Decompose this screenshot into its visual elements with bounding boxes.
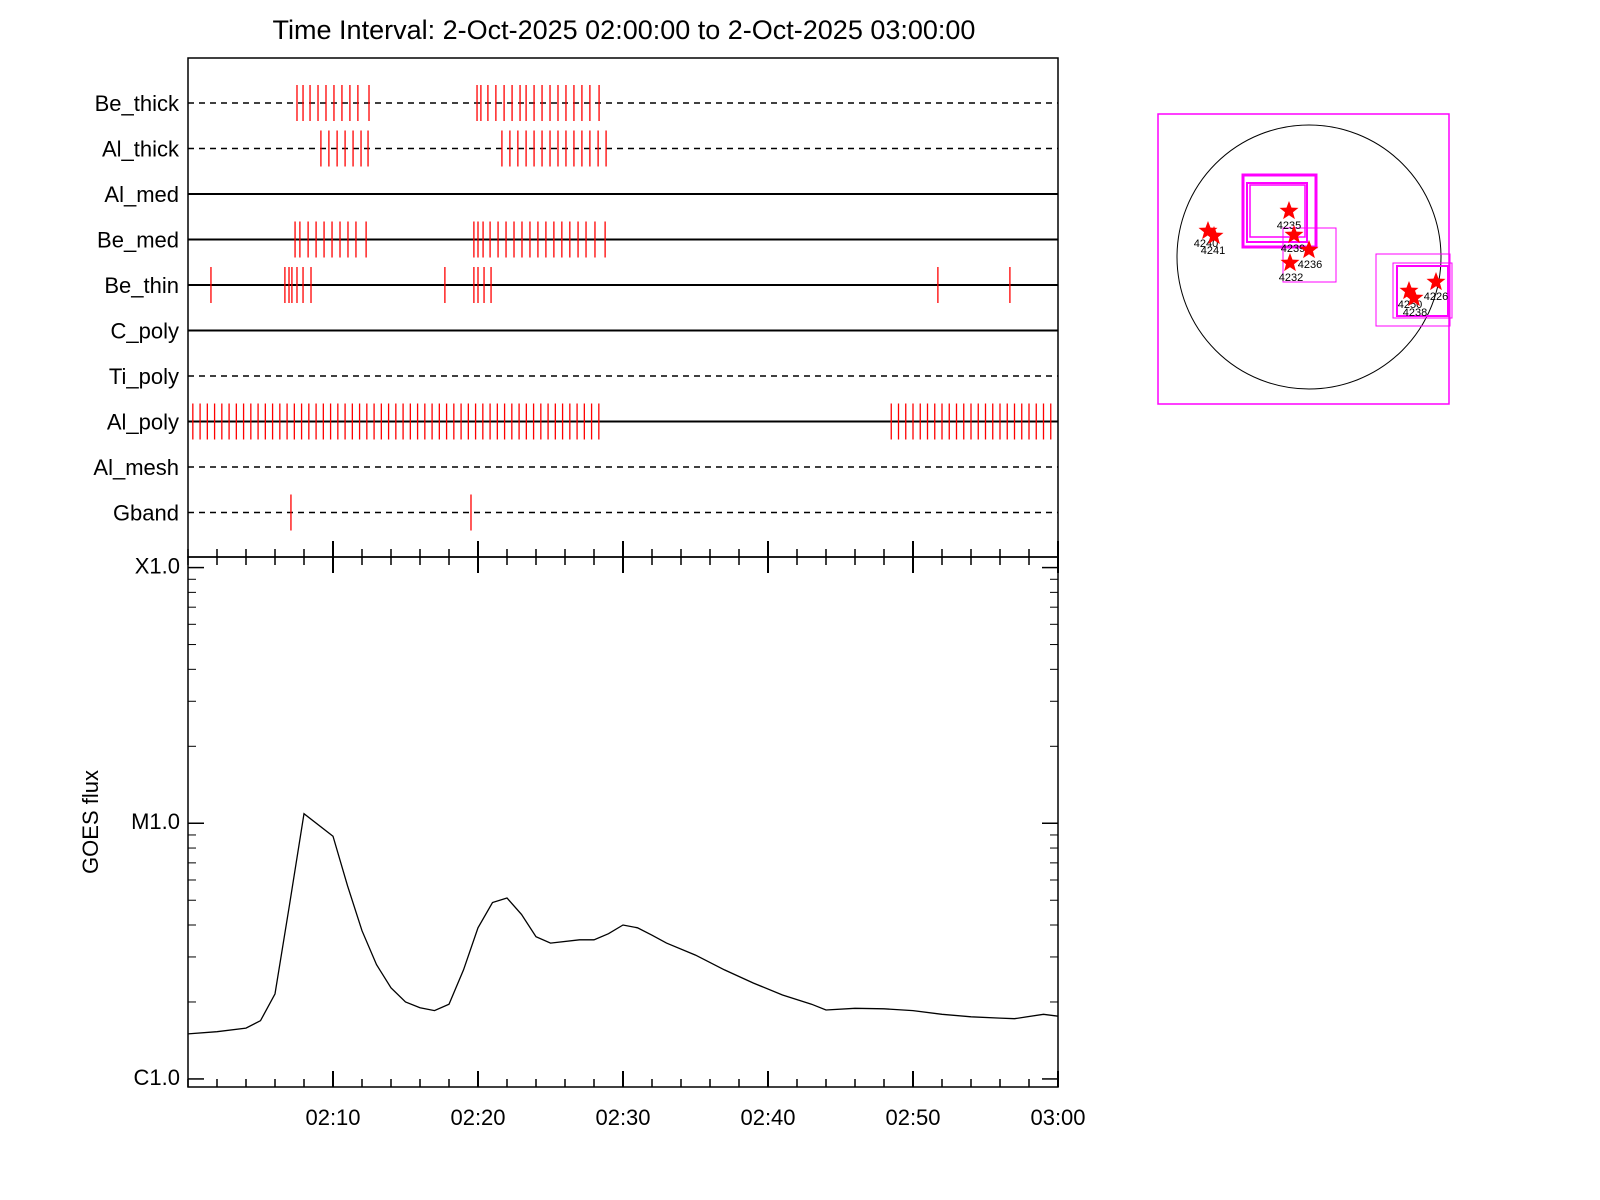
region-box bbox=[1246, 182, 1308, 243]
region-label: 4226 bbox=[1424, 291, 1448, 303]
flare-star bbox=[1284, 225, 1304, 244]
flare-star bbox=[1198, 221, 1218, 240]
region-label: 4232 bbox=[1279, 272, 1303, 284]
row-label: Al_med bbox=[104, 182, 179, 207]
figure-title: Time Interval: 2-Oct-2025 02:00:00 to 2-… bbox=[273, 15, 976, 45]
region-box bbox=[1396, 265, 1449, 317]
flux-line bbox=[187, 812, 1059, 1035]
row-label: Be_thin bbox=[104, 273, 179, 298]
row-label: Al_poly bbox=[107, 409, 179, 434]
solar-limb bbox=[1176, 124, 1442, 390]
region-label: 4235 bbox=[1277, 220, 1301, 232]
x-tick-label: 02:40 bbox=[740, 1105, 795, 1130]
x-tick-label: 02:30 bbox=[595, 1105, 650, 1130]
region-box bbox=[1392, 262, 1453, 319]
x-tick-label: 02:20 bbox=[450, 1105, 505, 1130]
flare-star bbox=[1204, 226, 1224, 245]
x-tick-label: 03:00 bbox=[1030, 1105, 1085, 1130]
flare-star bbox=[1399, 281, 1419, 300]
fov-box bbox=[1157, 113, 1450, 405]
region-label: 4241 bbox=[1201, 245, 1225, 257]
y-tick-label: C1.0 bbox=[134, 1065, 180, 1090]
region-box bbox=[1282, 227, 1337, 283]
flare-star bbox=[1299, 240, 1319, 259]
row-label: Al_thick bbox=[102, 136, 180, 161]
flare-star bbox=[1426, 272, 1446, 291]
row-label: C_poly bbox=[111, 318, 179, 343]
flare-star bbox=[1280, 253, 1300, 272]
row-label: Ti_poly bbox=[109, 364, 179, 389]
row-label: Be_med bbox=[97, 227, 179, 252]
row-label: Gband bbox=[113, 500, 179, 525]
region-label: 4238 bbox=[1403, 307, 1427, 319]
row-label: Be_thick bbox=[95, 91, 180, 116]
region-box bbox=[1241, 173, 1318, 249]
y-axis-label: GOES flux bbox=[78, 770, 103, 874]
flare-star bbox=[1404, 288, 1424, 307]
flare-star bbox=[1279, 201, 1299, 220]
sun-map bbox=[1157, 113, 1453, 405]
x-tick-label: 02:50 bbox=[885, 1105, 940, 1130]
region-label: 4239 bbox=[1281, 243, 1305, 255]
y-tick-label: X1.0 bbox=[135, 553, 180, 578]
region-label: 4236 bbox=[1298, 259, 1322, 271]
region-box bbox=[1375, 253, 1451, 327]
x-tick-label: 02:10 bbox=[305, 1105, 360, 1130]
y-tick-label: M1.0 bbox=[131, 809, 180, 834]
row-label: Al_mesh bbox=[93, 455, 179, 480]
region-box bbox=[1249, 184, 1306, 238]
